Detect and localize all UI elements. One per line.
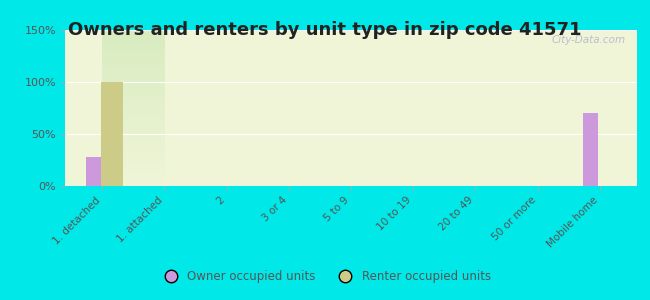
Text: City-Data.com: City-Data.com — [551, 35, 625, 45]
Legend: Owner occupied units, Renter occupied units: Owner occupied units, Renter occupied un… — [154, 266, 496, 288]
Bar — [101, 82, 123, 186]
Text: Owners and renters by unit type in zip code 41571: Owners and renters by unit type in zip c… — [68, 21, 582, 39]
Bar — [583, 113, 599, 186]
Bar — [86, 157, 101, 186]
